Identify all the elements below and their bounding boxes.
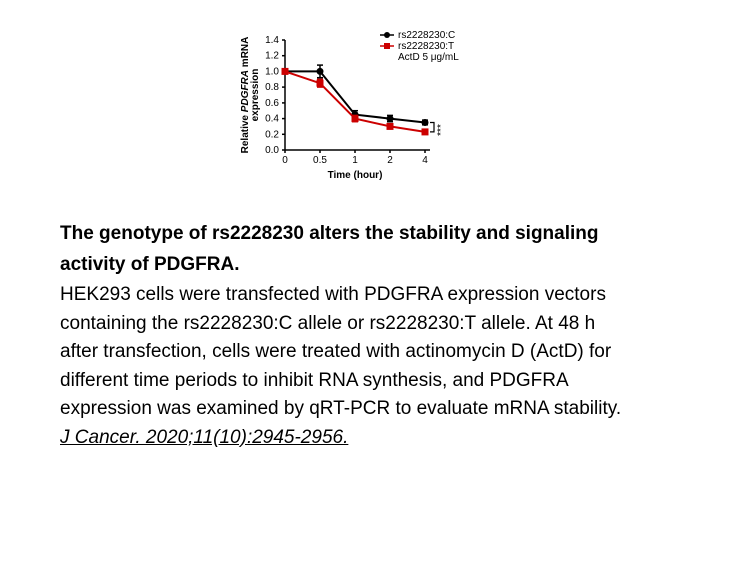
ytick-7: 1.4 [265, 35, 279, 46]
ytick-2: 0.4 [265, 114, 279, 125]
ytick-0: 0.0 [265, 145, 279, 156]
body-line-5: expression was examined by qRT-PCR to ev… [60, 395, 700, 424]
description-block: The genotype of rs2228230 alters the sta… [60, 220, 700, 452]
legend: rs2228230:C rs2228230:T ActD 5 μg/mL [380, 30, 459, 63]
title-line-1: The genotype of rs2228230 alters the sta… [60, 220, 700, 249]
body-line-4: different time periods to inhibit RNA sy… [60, 367, 700, 396]
legend-item-1: rs2228230:T [398, 41, 454, 52]
y-ticks: 0.0 0.2 0.4 0.6 0.8 1.0 1.2 1.4 [265, 35, 285, 156]
body-line-3: after transfection, cells were treated w… [60, 338, 700, 367]
ytick-4: 0.8 [265, 82, 279, 93]
citation: J Cancer. 2020;11(10):2945-2956. [60, 424, 700, 453]
series-t-line [285, 71, 425, 131]
ytick-1: 0.2 [265, 129, 279, 140]
body-line-2: containing the rs2228230:C allele or rs2… [60, 310, 700, 339]
ytick-3: 0.6 [265, 98, 279, 109]
x-axis-label: Time (hour) [328, 170, 383, 181]
xtick-0: 0 [282, 155, 288, 166]
x-ticks: 0 0.5 1 2 4 [282, 150, 428, 166]
significance-label: *** [436, 124, 447, 136]
title-line-2: activity of PDGFRA. [60, 251, 700, 280]
body-line-1: HEK293 cells were transfected with PDGFR… [60, 281, 700, 310]
xtick-3: 2 [387, 155, 393, 166]
legend-item-2: ActD 5 μg/mL [398, 52, 459, 63]
chart-container: 0.0 0.2 0.4 0.6 0.8 1.0 1.2 1.4 0 0.5 1 [230, 20, 510, 190]
line-chart: 0.0 0.2 0.4 0.6 0.8 1.0 1.2 1.4 0 0.5 1 [230, 20, 510, 190]
ytick-5: 1.0 [265, 66, 279, 77]
xtick-4: 4 [422, 155, 428, 166]
legend-item-0: rs2228230:C [398, 30, 455, 41]
significance-bracket [430, 123, 434, 132]
ytick-6: 1.2 [265, 51, 279, 62]
xtick-1: 0.5 [313, 155, 327, 166]
xtick-2: 1 [352, 155, 358, 166]
y-axis-label-2: expression [250, 69, 261, 122]
